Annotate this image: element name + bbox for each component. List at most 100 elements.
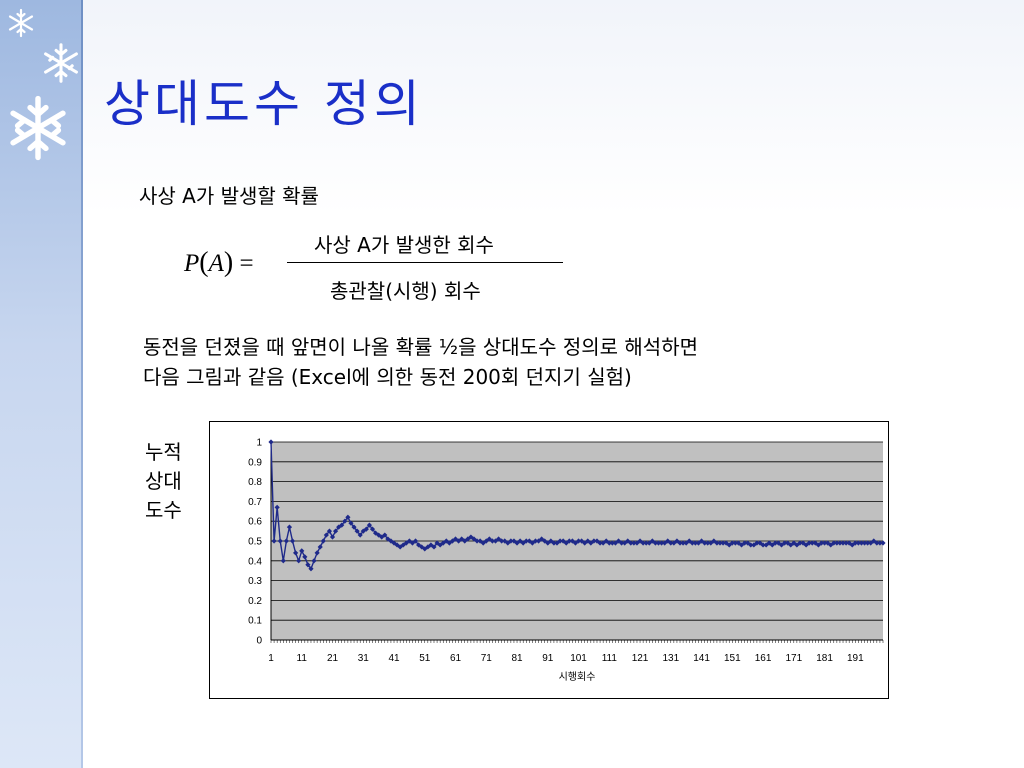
data-point (686, 538, 692, 544)
fraction-line (287, 262, 563, 263)
data-point (680, 540, 686, 546)
data-point (711, 538, 717, 544)
x-tick-label: 91 (542, 653, 554, 664)
data-point (594, 538, 600, 544)
x-tick-label: 181 (816, 653, 833, 664)
data-point (575, 538, 582, 544)
data-point (468, 534, 474, 540)
x-tick-label: 81 (511, 653, 523, 664)
data-point (508, 538, 514, 544)
data-point (702, 540, 708, 546)
data-point (499, 538, 505, 544)
data-point (588, 540, 594, 546)
x-tick-label: 101 (570, 653, 587, 664)
x-tick-label: 51 (419, 653, 431, 664)
x-tick-label: 61 (450, 653, 462, 664)
x-tick-label: 31 (358, 653, 370, 664)
formula-denominator: 총관찰(시행) 회수 (330, 279, 481, 303)
formula-equals: = (239, 250, 254, 277)
x-tick-label: 161 (755, 653, 772, 664)
data-point (689, 540, 695, 546)
data-point (529, 540, 536, 546)
data-point (523, 538, 529, 544)
data-point (591, 538, 597, 544)
y-tick-label: 0.2 (248, 596, 262, 607)
x-tick-label: 171 (785, 653, 802, 664)
formula-symbol: P (184, 250, 200, 277)
data-point (391, 540, 397, 546)
formula-arg: A (208, 250, 224, 277)
data-point (714, 540, 720, 546)
data-point (649, 538, 655, 544)
x-tick-label: 71 (481, 653, 493, 664)
x-tick-label: 1 (268, 653, 274, 664)
chart-container: 0 0.1 0.2 0.3 0.4 0.5 0.6 0.7 0.8 0.9 1 1 11 21 31 41 5… (209, 421, 889, 699)
data-point (579, 538, 585, 544)
data-point (600, 540, 606, 546)
data-point (643, 540, 649, 546)
data-point (412, 538, 419, 544)
x-tick-label: 131 (662, 653, 679, 664)
data-point (554, 540, 560, 546)
data-point (695, 540, 702, 546)
data-point (511, 538, 517, 544)
y-tick-label: 0.6 (248, 517, 262, 528)
data-point (363, 526, 369, 532)
chart-side-label-text: 누적 (145, 440, 182, 464)
data-point (274, 504, 280, 510)
data-point (271, 538, 277, 544)
x-tick-label: 141 (693, 653, 710, 664)
snowflake-icon (8, 8, 34, 38)
data-point (671, 540, 677, 546)
data-point (677, 540, 683, 546)
y-tick-label: 0.1 (248, 616, 262, 627)
data-point (597, 540, 603, 546)
data-point (557, 538, 563, 544)
y-tick-label: 0.8 (248, 477, 262, 488)
axes (270, 442, 884, 643)
data-point (474, 538, 480, 544)
data-point (483, 538, 489, 544)
data-point (563, 540, 569, 546)
data-point (582, 540, 588, 546)
data-point (560, 538, 566, 544)
formula-lhs: P(A) = (184, 247, 254, 279)
y-tick-label: 1 (256, 438, 262, 449)
formula-paren-open: ( (199, 247, 209, 278)
data-point (551, 540, 557, 546)
data-point (289, 538, 296, 544)
x-axis-label: 시행회수 (559, 671, 596, 683)
sidebar-edge (81, 0, 83, 768)
data-point (698, 538, 705, 544)
data-point (717, 540, 723, 546)
y-tick-label: 0.3 (248, 576, 262, 587)
chart-side-label-text: 상대 (145, 469, 182, 493)
data-point (277, 538, 283, 544)
data-point (489, 538, 496, 544)
y-tick-label: 0.4 (248, 556, 262, 567)
data-point (569, 538, 575, 544)
y-tick-label: 0.9 (248, 457, 262, 468)
snowflake-icon (44, 43, 78, 83)
data-point (637, 538, 643, 544)
data-point (631, 540, 637, 546)
y-tick-label: 0 (256, 636, 262, 647)
data-point (283, 538, 289, 544)
cumulative-frequency-chart: 00.10.20.30.40.50.60.70.80.91 1 11 21 31 41 5… (248, 438, 886, 683)
data-point (268, 439, 274, 445)
data-point (532, 538, 539, 544)
data-point (465, 536, 471, 542)
x-tick-label: 41 (388, 653, 400, 664)
data-point (572, 540, 579, 546)
y-tick-label: 0.5 (248, 537, 262, 548)
data-point (293, 550, 299, 556)
chart-side-label-text: 도수 (145, 498, 182, 522)
formula-paren-close: ) (223, 247, 234, 278)
data-point (548, 538, 554, 544)
data-point (668, 540, 674, 546)
y-tick-labels: 0 0.1 0.2 0.3 0.4 0.5 0.6 0.7 0.8 0.9 1 (248, 438, 262, 647)
data-point (517, 538, 523, 544)
x-tick-label: 151 (724, 653, 741, 664)
